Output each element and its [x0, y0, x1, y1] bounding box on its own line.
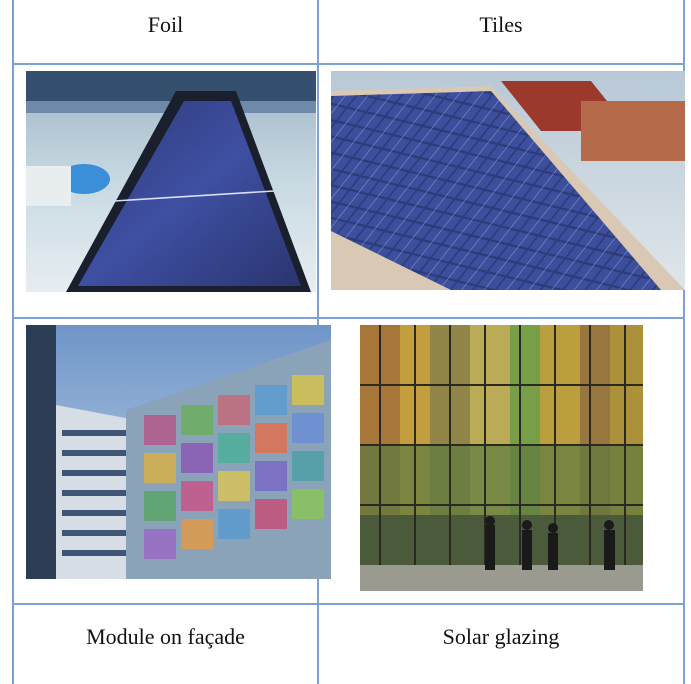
- foil-image: [26, 71, 316, 292]
- row-divider-3: [12, 603, 685, 605]
- comparison-table: Foil Tiles: [12, 0, 685, 684]
- table-border-left: [12, 0, 14, 684]
- header-foil: Foil: [147, 12, 184, 37]
- tiles-photo: [331, 71, 685, 290]
- header-tiles: Tiles: [479, 12, 523, 37]
- label-module-on-facade: Module on façade: [86, 624, 245, 649]
- table-border-right: [683, 0, 685, 684]
- facade-photo: [26, 325, 331, 579]
- label-solar-glazing: Solar glazing: [442, 624, 560, 649]
- glazing-image: [360, 325, 643, 591]
- row-divider-1: [12, 63, 685, 65]
- tiles-image: [331, 71, 685, 290]
- glazing-photo: [360, 325, 643, 591]
- row-divider-2: [12, 317, 685, 319]
- facade-image: [26, 325, 331, 579]
- foil-photo: [26, 71, 316, 292]
